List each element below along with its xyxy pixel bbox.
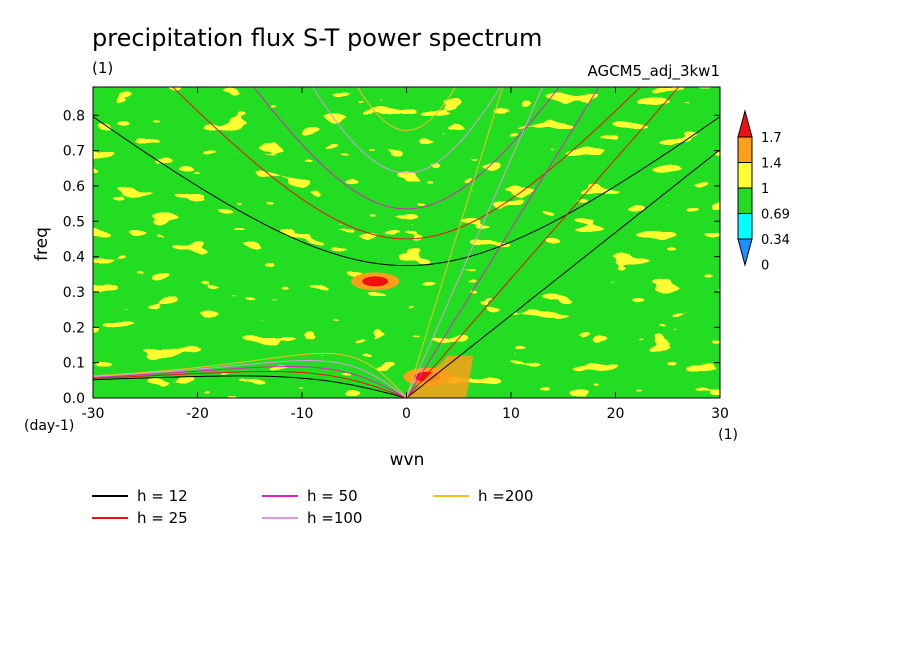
chart-title: precipitation flux S-T power spectrum (92, 24, 542, 52)
x-tick-label: -30 (82, 406, 105, 422)
heatmap-cyan-regions (93, 87, 720, 398)
y-axis-unit: (day-1) (24, 418, 74, 434)
x-axis-unit: (1) (718, 427, 738, 443)
y-axis-label: freq (32, 227, 52, 261)
legend-label: h = 50 (307, 487, 358, 505)
rossby-curve-h12 (93, 375, 407, 398)
colorbar-label: 1.7 (761, 131, 782, 146)
y-tick-label: 0.3 (63, 285, 85, 301)
rossby-curve-h100 (93, 360, 407, 398)
x-axis-label: wvn (390, 450, 425, 470)
y-tick-label: 0.7 (63, 144, 85, 160)
x-tick-label: -10 (291, 406, 314, 422)
x-tick-label: 30 (711, 406, 729, 422)
y-tick-label: 0.2 (63, 320, 85, 336)
colorbar-segment (737, 213, 753, 240)
x-tick-label: 0 (402, 406, 411, 422)
kelvin-curve-h200 (406, 87, 504, 398)
colorbar-segment (737, 162, 753, 189)
kelvin-curve-h25 (406, 87, 680, 398)
colorbar-label: 1.4 (761, 157, 782, 172)
y-tick-label: 0.5 (63, 214, 85, 230)
y-tick-label: 0.1 (63, 356, 85, 372)
kelvin-curve-h12 (406, 149, 720, 398)
chart-subtitle-right: AGCM5_adj_3kw1 (587, 62, 720, 81)
legend-label: h = 12 (137, 487, 188, 505)
y-tick-label: 0.8 (63, 108, 85, 124)
colorbar-label: 0 (761, 259, 769, 274)
kelvin-curve-h100 (406, 87, 544, 398)
colorbar-top-arrow (737, 109, 753, 138)
y-tick-label: 0.6 (63, 179, 85, 195)
legend: h = 12 h = 50 h =200 h = 25 h =100 (92, 487, 533, 527)
enhanced-band-2 (406, 355, 474, 398)
colorbar-segment (737, 136, 753, 163)
colorbar-bottom-arrow (737, 238, 753, 267)
x-tick-label: 20 (607, 406, 625, 422)
gravity-curve-h12 (93, 116, 720, 267)
colorbar-label: 1 (761, 182, 769, 197)
gravity-curve-h100 (311, 87, 502, 174)
colorbar: 1.7 1.4 1 0.69 0.34 0 (737, 109, 790, 274)
x-tick-label: -20 (186, 406, 209, 422)
legend-label: h = 25 (137, 509, 188, 527)
colorbar-label: 0.34 (761, 233, 790, 248)
rossby-curve-h200 (93, 352, 407, 398)
colorbar-label: 0.69 (761, 208, 790, 223)
colorbar-segment (737, 187, 753, 214)
y-tick-label: 0.0 (63, 391, 85, 407)
peak-0 (362, 276, 389, 287)
chart-subtitle-left: (1) (92, 59, 113, 77)
gravity-curve-h50 (253, 87, 560, 210)
legend-label: h =100 (307, 509, 362, 527)
rossby-curve-h50 (93, 366, 407, 398)
legend-label: h =200 (478, 487, 533, 505)
plot-field (93, 87, 720, 398)
gravity-curve-h25 (172, 87, 641, 240)
x-tick-label: 10 (502, 406, 520, 422)
gravity-curve-h200 (356, 87, 457, 132)
rossby-curve-h25 (93, 371, 407, 398)
kelvin-curve-h50 (406, 87, 600, 398)
y-tick-label: 0.4 (63, 250, 85, 266)
